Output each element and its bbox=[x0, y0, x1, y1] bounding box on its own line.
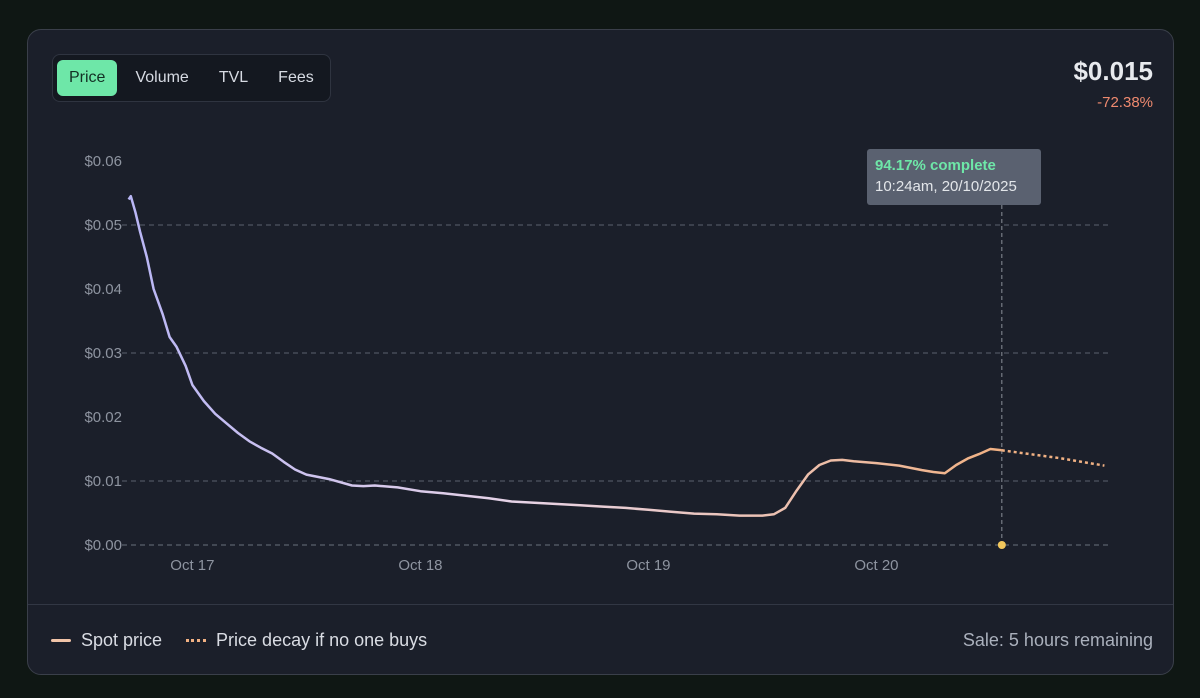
y-tick-label: $0.00 bbox=[84, 537, 122, 554]
price-chart-card: Price Volume TVL Fees $0.015 -72.38% $0.… bbox=[27, 29, 1174, 675]
price-line-chart[interactable]: $0.00 $0.01 $0.02 $0.03 $0.04 $0.05 $0.06 Oct 1… bbox=[28, 30, 1175, 604]
y-tick-label: $0.02 bbox=[84, 409, 122, 426]
tooltip-progress: 94.17% complete bbox=[875, 157, 996, 174]
legend-spot-price: Spot price bbox=[81, 630, 163, 650]
x-tick-label: Oct 18 bbox=[398, 557, 442, 574]
y-tick-label: $0.01 bbox=[84, 473, 122, 490]
price-decay-swatch bbox=[186, 639, 207, 642]
y-tick-label: $0.05 bbox=[84, 217, 122, 234]
tab-price[interactable]: Price bbox=[57, 60, 118, 96]
price-decay-line bbox=[1001, 449, 1105, 467]
tab-tvl[interactable]: TVL bbox=[218, 69, 249, 86]
x-tick-label: Oct 20 bbox=[854, 557, 898, 574]
tooltip-timestamp: 10:24am, 20/10/2025 bbox=[875, 178, 1017, 195]
spot-price-swatch bbox=[51, 639, 71, 642]
sale-status: Sale: 5 hours remaining bbox=[962, 630, 1153, 650]
price-change-percent: -72.38% bbox=[1097, 94, 1153, 111]
y-tick-label: $0.03 bbox=[84, 345, 122, 362]
legend-price-decay: Price decay if no one buys bbox=[216, 630, 428, 650]
spot-price-line bbox=[127, 194, 1002, 517]
marker-bottom-dot bbox=[997, 541, 1006, 549]
chart-tab-bar: Price Volume TVL Fees bbox=[52, 54, 331, 102]
tab-volume[interactable]: Volume bbox=[135, 69, 189, 86]
x-tick-label: Oct 17 bbox=[170, 557, 214, 574]
y-tick-label: $0.04 bbox=[84, 281, 122, 298]
tab-fees[interactable]: Fees bbox=[278, 69, 314, 86]
current-price: $0.015 bbox=[1073, 56, 1153, 86]
chart-tooltip: 94.17% complete 10:24am, 20/10/2025 bbox=[867, 149, 1041, 205]
x-tick-label: Oct 19 bbox=[626, 557, 670, 574]
y-tick-label: $0.06 bbox=[84, 153, 122, 170]
footer-divider bbox=[28, 604, 1173, 605]
chart-legend: Spot price Price decay if no one buys bbox=[51, 630, 427, 651]
